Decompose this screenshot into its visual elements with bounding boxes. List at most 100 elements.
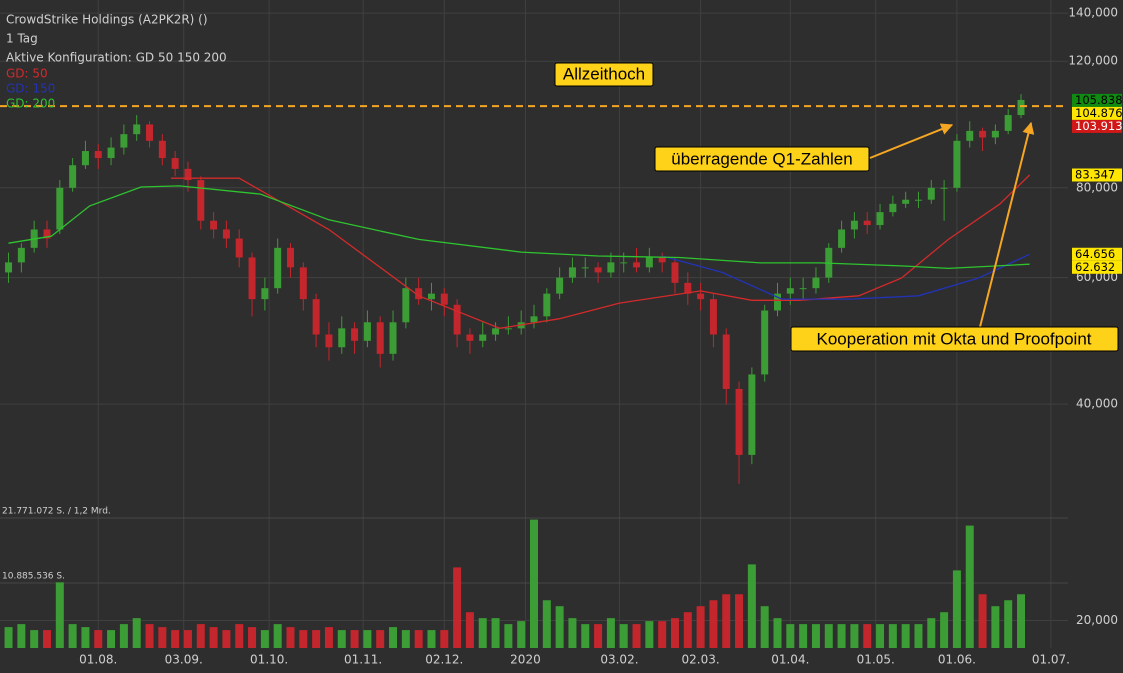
price-label-box (1072, 168, 1122, 182)
candle-body (504, 328, 512, 330)
candle-body (735, 388, 743, 455)
volume-bar (530, 519, 538, 648)
candle-body (927, 187, 935, 200)
candle-body (889, 203, 897, 213)
volume-bar (260, 630, 269, 648)
volume-bar (799, 624, 808, 648)
volume-bar (145, 624, 154, 648)
volume-bar (414, 630, 423, 648)
volume-bar (824, 624, 833, 648)
volume-bar (811, 624, 820, 648)
candle-body (107, 147, 115, 159)
volume-bar (606, 618, 615, 648)
volume-bar (940, 612, 949, 648)
candle-body (325, 334, 333, 348)
candle-body (171, 158, 179, 169)
volume-bar (542, 600, 551, 648)
volume-bar (68, 624, 77, 648)
x-tick-label: 01.07. (1032, 653, 1070, 667)
volume-bar (581, 624, 590, 648)
candle-body (222, 229, 230, 239)
arrow (869, 123, 954, 159)
annotation: Allzeithoch (563, 64, 645, 83)
candle-body (94, 151, 102, 159)
candle-body (492, 328, 500, 335)
price-label-box (1072, 260, 1122, 274)
legend-entry: GD: 150 (6, 82, 55, 96)
candle-body (415, 288, 423, 300)
volume-bar (619, 624, 628, 648)
candle-body (197, 180, 205, 221)
candle-body (979, 130, 987, 138)
candle-body (914, 199, 922, 201)
volume-bar (465, 612, 474, 648)
y-tick-label: 40,000 (1076, 397, 1118, 411)
candle-body (466, 334, 474, 341)
price-label: 83.347 (1075, 168, 1115, 182)
candle-body (312, 299, 320, 335)
volume-bar (517, 621, 526, 648)
volume-bar (440, 630, 449, 648)
overlay: CrowdStrike Holdings (A2PK2R) () 1 Tag A… (2, 6, 1123, 667)
x-tick-label: 01.08. (79, 653, 117, 667)
volume-bar (952, 570, 961, 648)
volume-bar (55, 582, 64, 648)
candle-body (966, 130, 974, 141)
x-tick-label: 03.09. (165, 653, 203, 667)
price-label-box (1072, 106, 1122, 120)
x-tick-label: 01.10. (250, 653, 288, 667)
candle-body (594, 267, 602, 273)
candle-body (286, 247, 294, 268)
annotation-box (554, 62, 654, 87)
volume-bar (94, 630, 103, 648)
candle-body (799, 288, 807, 290)
annotation: Kooperation mit Okta und Proofpoint (817, 329, 1092, 348)
candle-body (876, 212, 884, 226)
y-tick-label: 80,000 (1076, 180, 1118, 194)
volume-bar (119, 624, 128, 648)
volume-bar (312, 630, 321, 648)
volume-bar (4, 627, 13, 648)
candle-body (17, 247, 25, 263)
volume-bar (722, 594, 731, 648)
annotation-box (654, 146, 870, 172)
volume-bar (235, 624, 244, 648)
volume-bar (196, 624, 205, 648)
plot (0, 94, 1068, 648)
volume-bar (683, 612, 692, 648)
price-label: 105.838 (1075, 93, 1123, 107)
candle-body (363, 322, 371, 341)
volume-bar (978, 594, 987, 648)
price-label: 64.656 (1075, 247, 1115, 261)
config-label: Aktive Konfiguration: GD 50 150 200 (6, 51, 227, 65)
candle-body (389, 322, 397, 354)
volume-bar (427, 630, 436, 648)
candle-body (56, 187, 64, 230)
volume-bar (888, 624, 897, 648)
volume-bar (248, 627, 257, 648)
volume-bar (696, 606, 705, 648)
volume-bar (760, 606, 769, 648)
candle-body (556, 277, 564, 294)
price-label: 103.913 (1075, 119, 1123, 133)
volume-bar (453, 567, 462, 648)
legend-entry: GD: 200 (6, 97, 55, 111)
volume-bar (132, 618, 141, 648)
candle-body (722, 334, 730, 389)
volume-bar (478, 618, 487, 648)
legend-entry: GD: 50 (6, 67, 48, 81)
volume-bar (914, 624, 923, 648)
candle-body (440, 293, 448, 305)
candle-body (991, 130, 999, 138)
candle-body (530, 316, 538, 323)
candle-body (620, 262, 628, 264)
volume-bar (389, 627, 398, 648)
volume-bar (183, 630, 192, 648)
volume-bar (709, 600, 718, 648)
candle-body (838, 229, 846, 248)
volume-bar (863, 624, 872, 648)
volume-bar (337, 630, 346, 648)
volume-bar (773, 618, 782, 648)
volume-bar (171, 630, 180, 648)
candle-body (146, 124, 154, 141)
